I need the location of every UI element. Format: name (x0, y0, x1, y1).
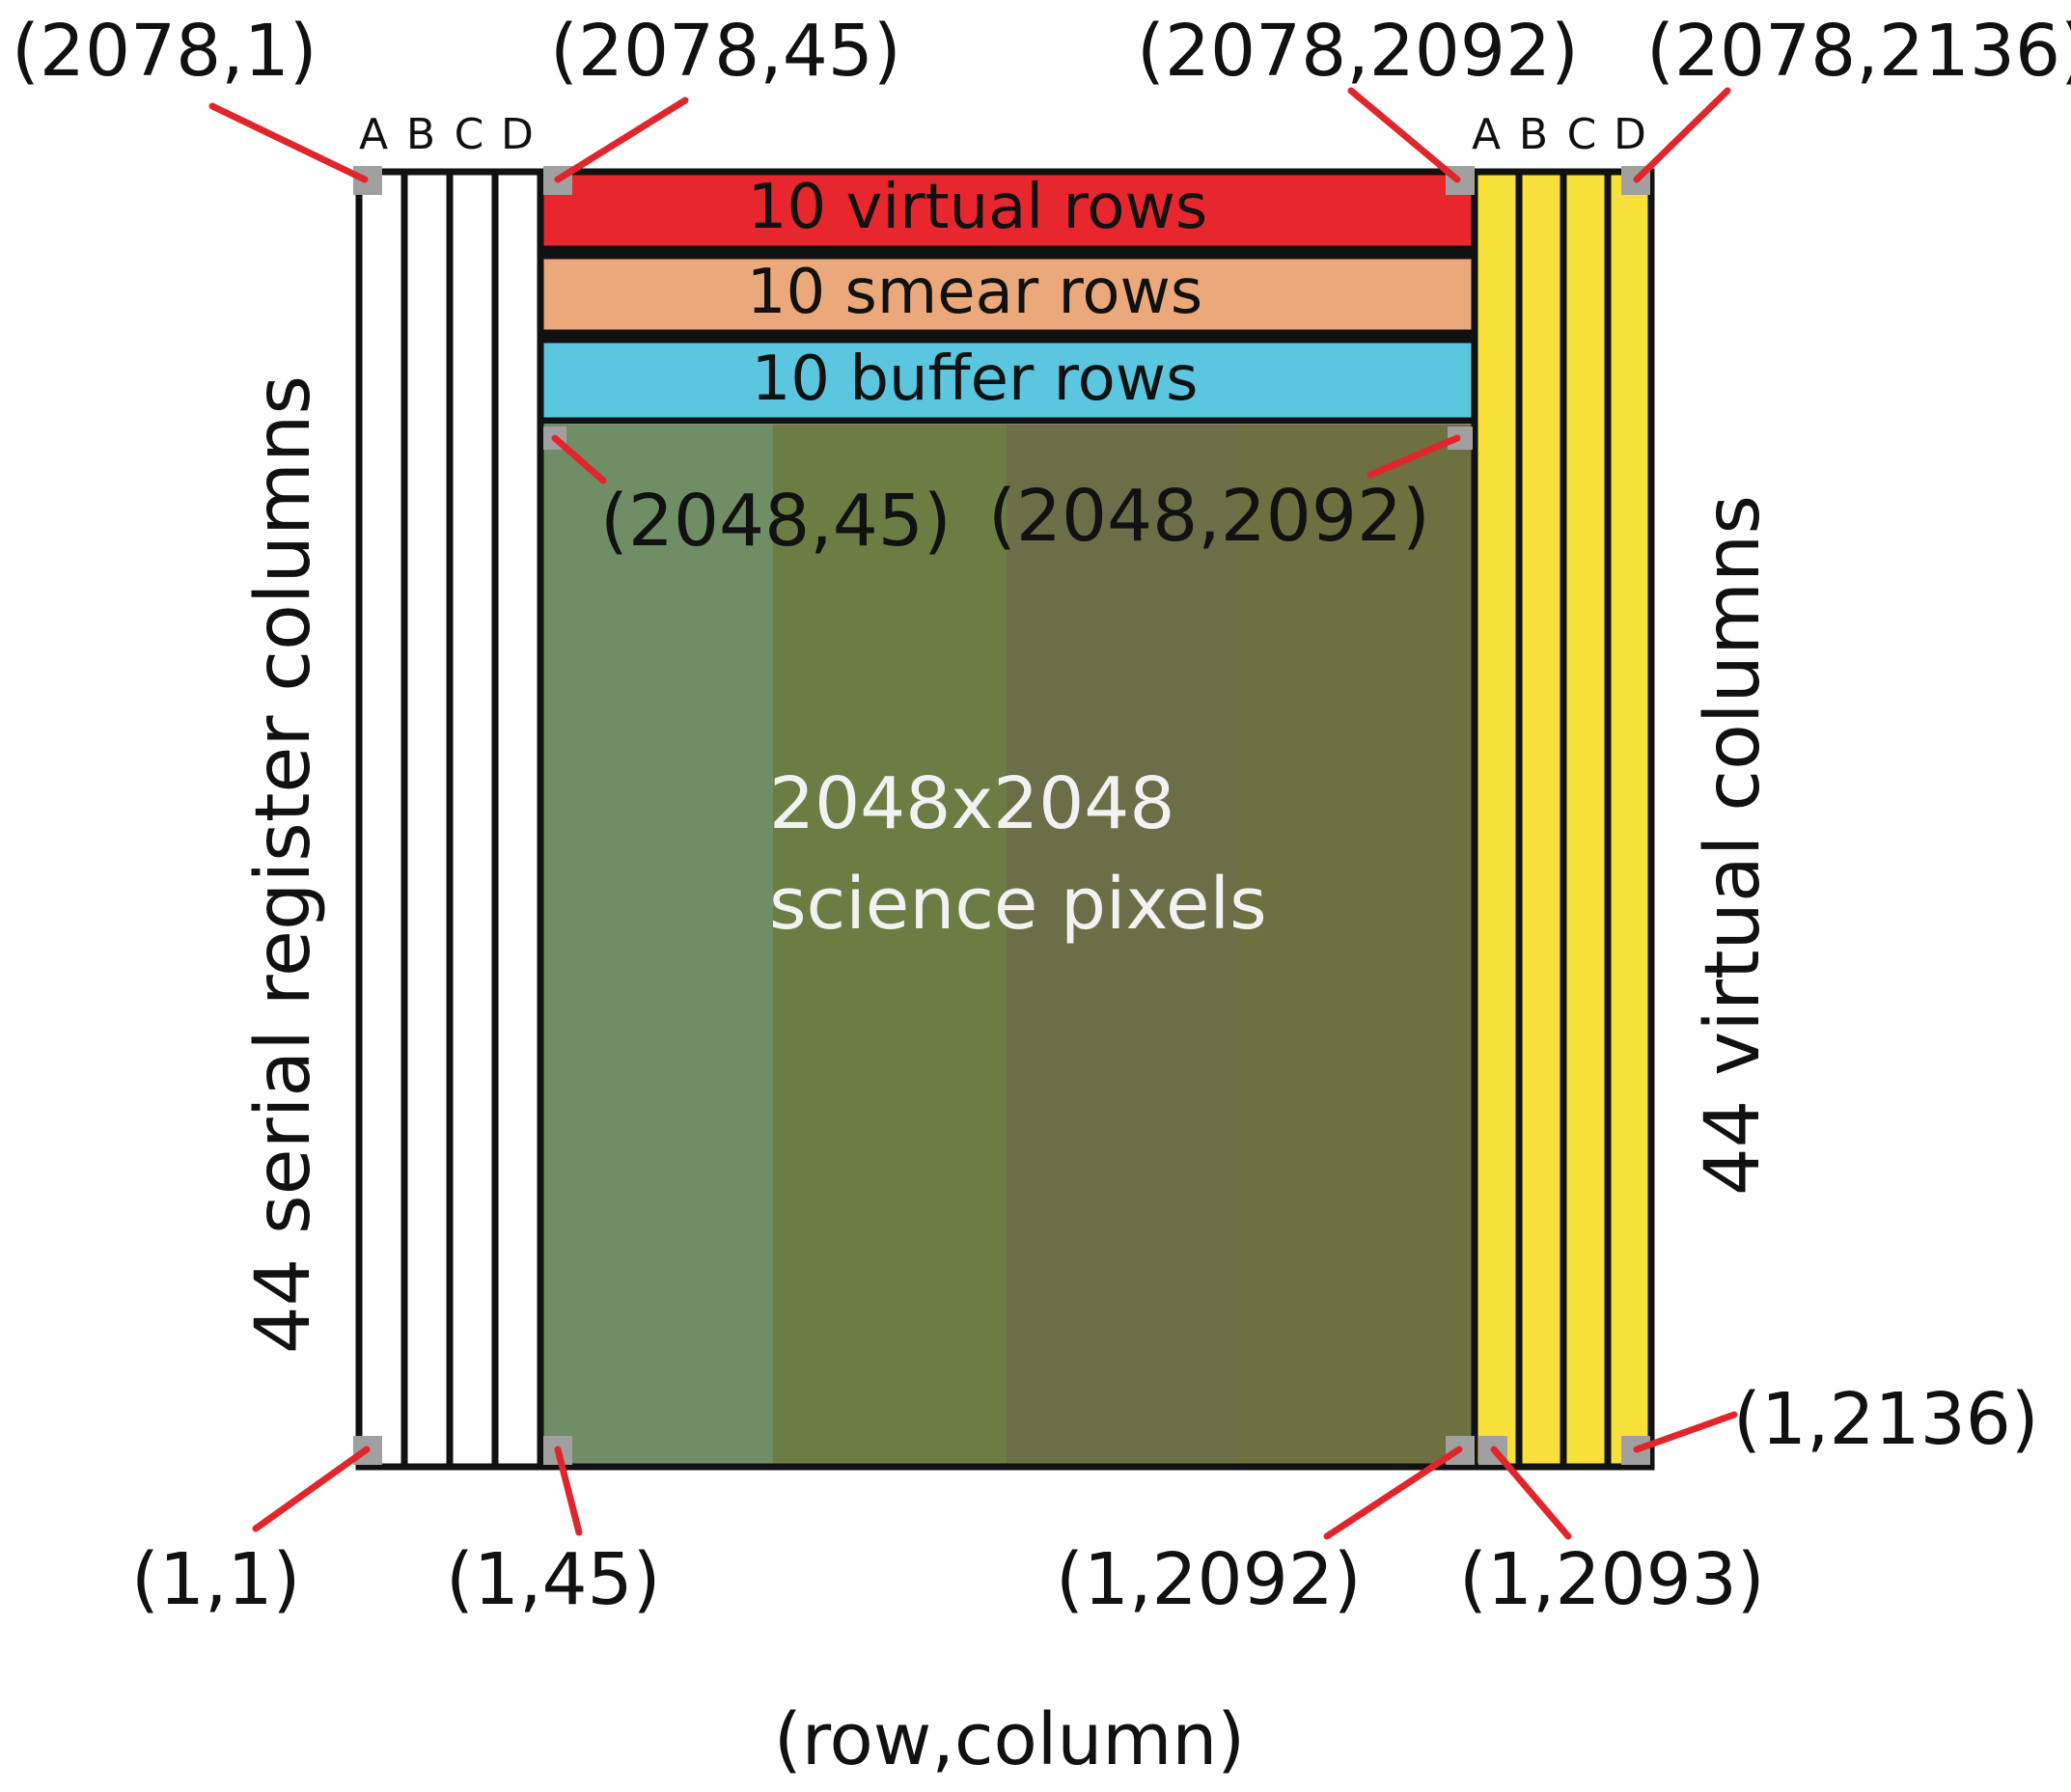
coord-bottom-virtual-left: (1,2093) (1459, 1538, 1765, 1621)
left-letter-a: A (359, 110, 388, 159)
leader-science-top-left (551, 434, 607, 484)
virtual-rows-label: 10 virtual rows (748, 172, 1208, 243)
smear-rows-band (537, 252, 1478, 337)
row-column-note: (row,column) (774, 1698, 1245, 1781)
left-column-letters: A B C D (359, 110, 534, 159)
coord-top-left-inner: (2078,45) (550, 10, 901, 93)
leader-top-left-outer (208, 102, 369, 183)
leader-top-right-outer (1633, 87, 1731, 183)
smear-rows-label: 10 smear rows (747, 257, 1202, 328)
coord-bottom-right-outer: (1,2136) (1733, 1378, 2039, 1461)
coord-bottom-left-outer: (1,1) (131, 1538, 300, 1621)
coord-top-right-outer: (2078,2136) (1646, 10, 2071, 93)
serial-register-label: 44 serial register columns (240, 375, 327, 1354)
coord-bottom-science-right: (1,2092) (1056, 1538, 1362, 1621)
science-label-line2: science pixels (769, 863, 1267, 946)
coord-top-left-outer: (2078,1) (12, 10, 318, 93)
science-stripe-2 (773, 425, 1007, 1467)
leader-lines (208, 87, 1738, 1540)
leader-science-top-right (1367, 434, 1461, 479)
leader-bottom-virtual-left (1490, 1446, 1572, 1540)
leader-bottom-left-inner (554, 1446, 583, 1536)
leader-top-right-inner (1347, 87, 1461, 183)
top-row-bands: 10 virtual rows 10 smear rows 10 buffer … (537, 168, 1478, 425)
left-letter-d: D (501, 110, 534, 159)
leader-top-left-inner (554, 96, 689, 183)
science-label-line1: 2048x2048 (769, 762, 1174, 845)
virtual-columns (1471, 168, 1655, 1471)
buffer-rows-label: 10 buffer rows (752, 344, 1199, 415)
right-letter-d: D (1614, 110, 1646, 159)
leader-bottom-left-outer (252, 1446, 371, 1532)
buffer-rows-band (537, 336, 1478, 425)
science-stripe-3 (1007, 425, 1240, 1467)
right-letter-c: C (1567, 110, 1597, 159)
virtual-columns-label: 44 virtual columns (1690, 495, 1777, 1196)
science-stripe-1 (540, 425, 773, 1467)
right-column-letters: A B C D (1472, 110, 1646, 159)
science-pixel-area: 2048x2048 science pixels (540, 425, 1475, 1467)
serial-register-columns (355, 168, 544, 1471)
leader-bottom-science-right (1323, 1446, 1463, 1540)
left-letter-c: C (455, 110, 484, 159)
detector-frame (355, 168, 1655, 1471)
coord-science-top-left: (2048,45) (600, 480, 952, 563)
right-letter-b: B (1519, 110, 1548, 159)
coord-bottom-left-inner: (1,45) (446, 1538, 661, 1621)
coordinate-labels: (2078,1) (2078,45) (2078,2092) (2078,213… (12, 10, 2071, 1621)
coord-science-top-right: (2048,2092) (988, 475, 1430, 558)
right-letter-a: A (1472, 110, 1501, 159)
coord-top-right-inner: (2078,2092) (1137, 10, 1579, 93)
leader-bottom-right-outer (1633, 1411, 1738, 1453)
virtual-rows-band (537, 168, 1478, 253)
left-letter-b: B (406, 110, 435, 159)
science-stripe-4 (1240, 425, 1475, 1467)
